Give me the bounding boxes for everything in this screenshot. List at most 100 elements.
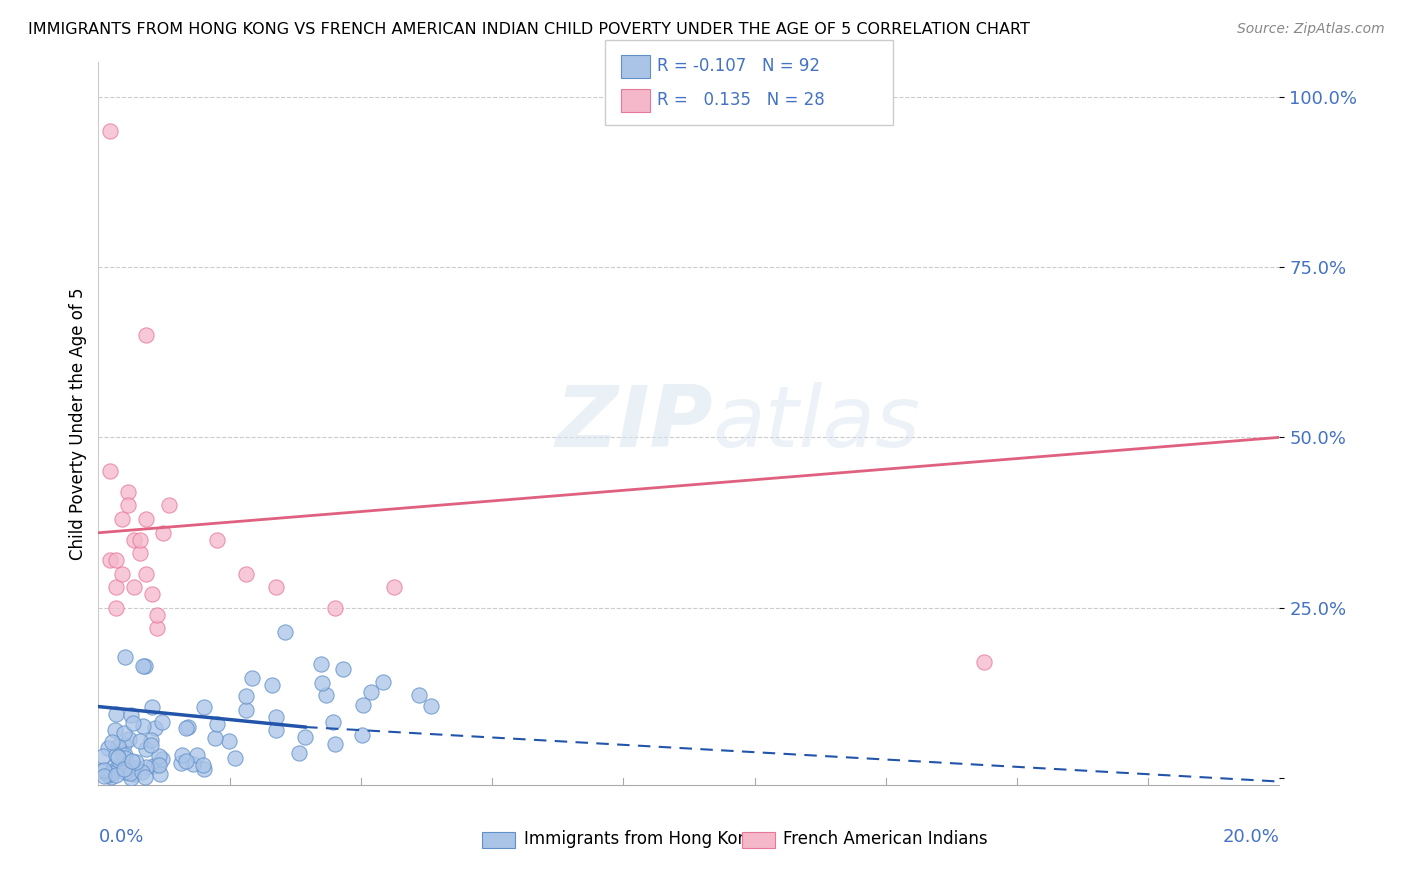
Point [122, 760, 145, 774]
Point [315, 689, 337, 703]
Point [323, 600, 346, 615]
Point [132, 718, 155, 732]
Point [135, 741, 157, 756]
Y-axis label: Child Poverty Under the Age of 5: Child Poverty Under the Age of 5 [69, 287, 87, 560]
Point [322, 715, 344, 730]
Point [141, 699, 163, 714]
Point [124, 755, 146, 769]
Point [193, 762, 215, 776]
Point [112, 726, 135, 740]
Point [240, 671, 263, 685]
Point [100, 770, 122, 784]
Text: French American Indians: French American Indians [783, 830, 988, 848]
Point [121, 755, 143, 769]
Point [309, 657, 332, 671]
Point [105, 748, 128, 763]
Point [112, 738, 135, 752]
Point [96, 768, 118, 782]
Point [104, 768, 127, 782]
Point [101, 735, 124, 749]
Text: ZIP: ZIP [555, 382, 713, 466]
Point [150, 715, 173, 730]
Text: R =   0.135   N = 28: R = 0.135 N = 28 [657, 91, 824, 109]
Text: atlas: atlas [713, 382, 921, 466]
Point [294, 731, 316, 745]
FancyBboxPatch shape [742, 832, 775, 847]
Point [117, 499, 139, 513]
Point [311, 676, 333, 690]
Point [129, 734, 152, 748]
Point [142, 759, 165, 773]
Point [98, 123, 121, 137]
Point [205, 716, 228, 731]
Point [105, 600, 128, 615]
Point [148, 758, 170, 772]
Point [191, 757, 214, 772]
Point [90, 764, 112, 778]
Point [218, 733, 240, 747]
Point [98, 464, 121, 478]
Point [174, 755, 197, 769]
Point [264, 580, 287, 594]
Point [170, 756, 193, 770]
Point [193, 700, 215, 714]
Point [134, 770, 156, 784]
Point [150, 751, 173, 765]
Point [105, 580, 128, 594]
Point [186, 748, 208, 763]
Point [93, 763, 115, 777]
Point [264, 723, 287, 738]
Point [408, 689, 430, 703]
Point [105, 761, 128, 775]
Point [141, 738, 163, 752]
Point [107, 739, 129, 753]
Point [135, 566, 157, 581]
Point [205, 533, 228, 547]
FancyBboxPatch shape [482, 832, 516, 847]
Text: Source: ZipAtlas.com: Source: ZipAtlas.com [1237, 22, 1385, 37]
Text: 20.0%: 20.0% [1223, 829, 1279, 847]
Point [114, 757, 136, 772]
Point [204, 731, 226, 746]
Point [143, 721, 166, 735]
Point [131, 764, 153, 779]
Point [152, 525, 174, 540]
Point [91, 749, 114, 764]
Point [111, 747, 134, 761]
Text: 0.0%: 0.0% [98, 829, 143, 847]
Text: Immigrants from Hong Kong: Immigrants from Hong Kong [523, 830, 758, 848]
Point [235, 566, 257, 581]
Point [287, 746, 309, 760]
Point [103, 759, 125, 773]
Point [262, 678, 284, 692]
Point [105, 706, 128, 721]
Point [128, 533, 150, 547]
Point [120, 707, 142, 722]
Point [114, 751, 136, 765]
Point [323, 737, 346, 751]
Point [141, 587, 163, 601]
Point [104, 723, 127, 737]
Point [111, 512, 134, 526]
Point [97, 741, 120, 756]
Point [274, 624, 297, 639]
Point [111, 566, 134, 581]
Point [149, 766, 172, 780]
Point [107, 749, 129, 764]
Point [134, 659, 156, 673]
Point [93, 769, 115, 783]
Point [118, 766, 141, 780]
Point [332, 662, 354, 676]
Point [98, 553, 121, 567]
Point [177, 720, 200, 734]
Point [125, 761, 148, 775]
Point [135, 328, 157, 343]
Point [118, 731, 141, 746]
Point [132, 659, 155, 673]
Point [139, 733, 162, 747]
Point [117, 484, 139, 499]
Point [120, 771, 142, 785]
Point [183, 757, 205, 772]
Point [148, 749, 170, 764]
Point [235, 703, 257, 717]
